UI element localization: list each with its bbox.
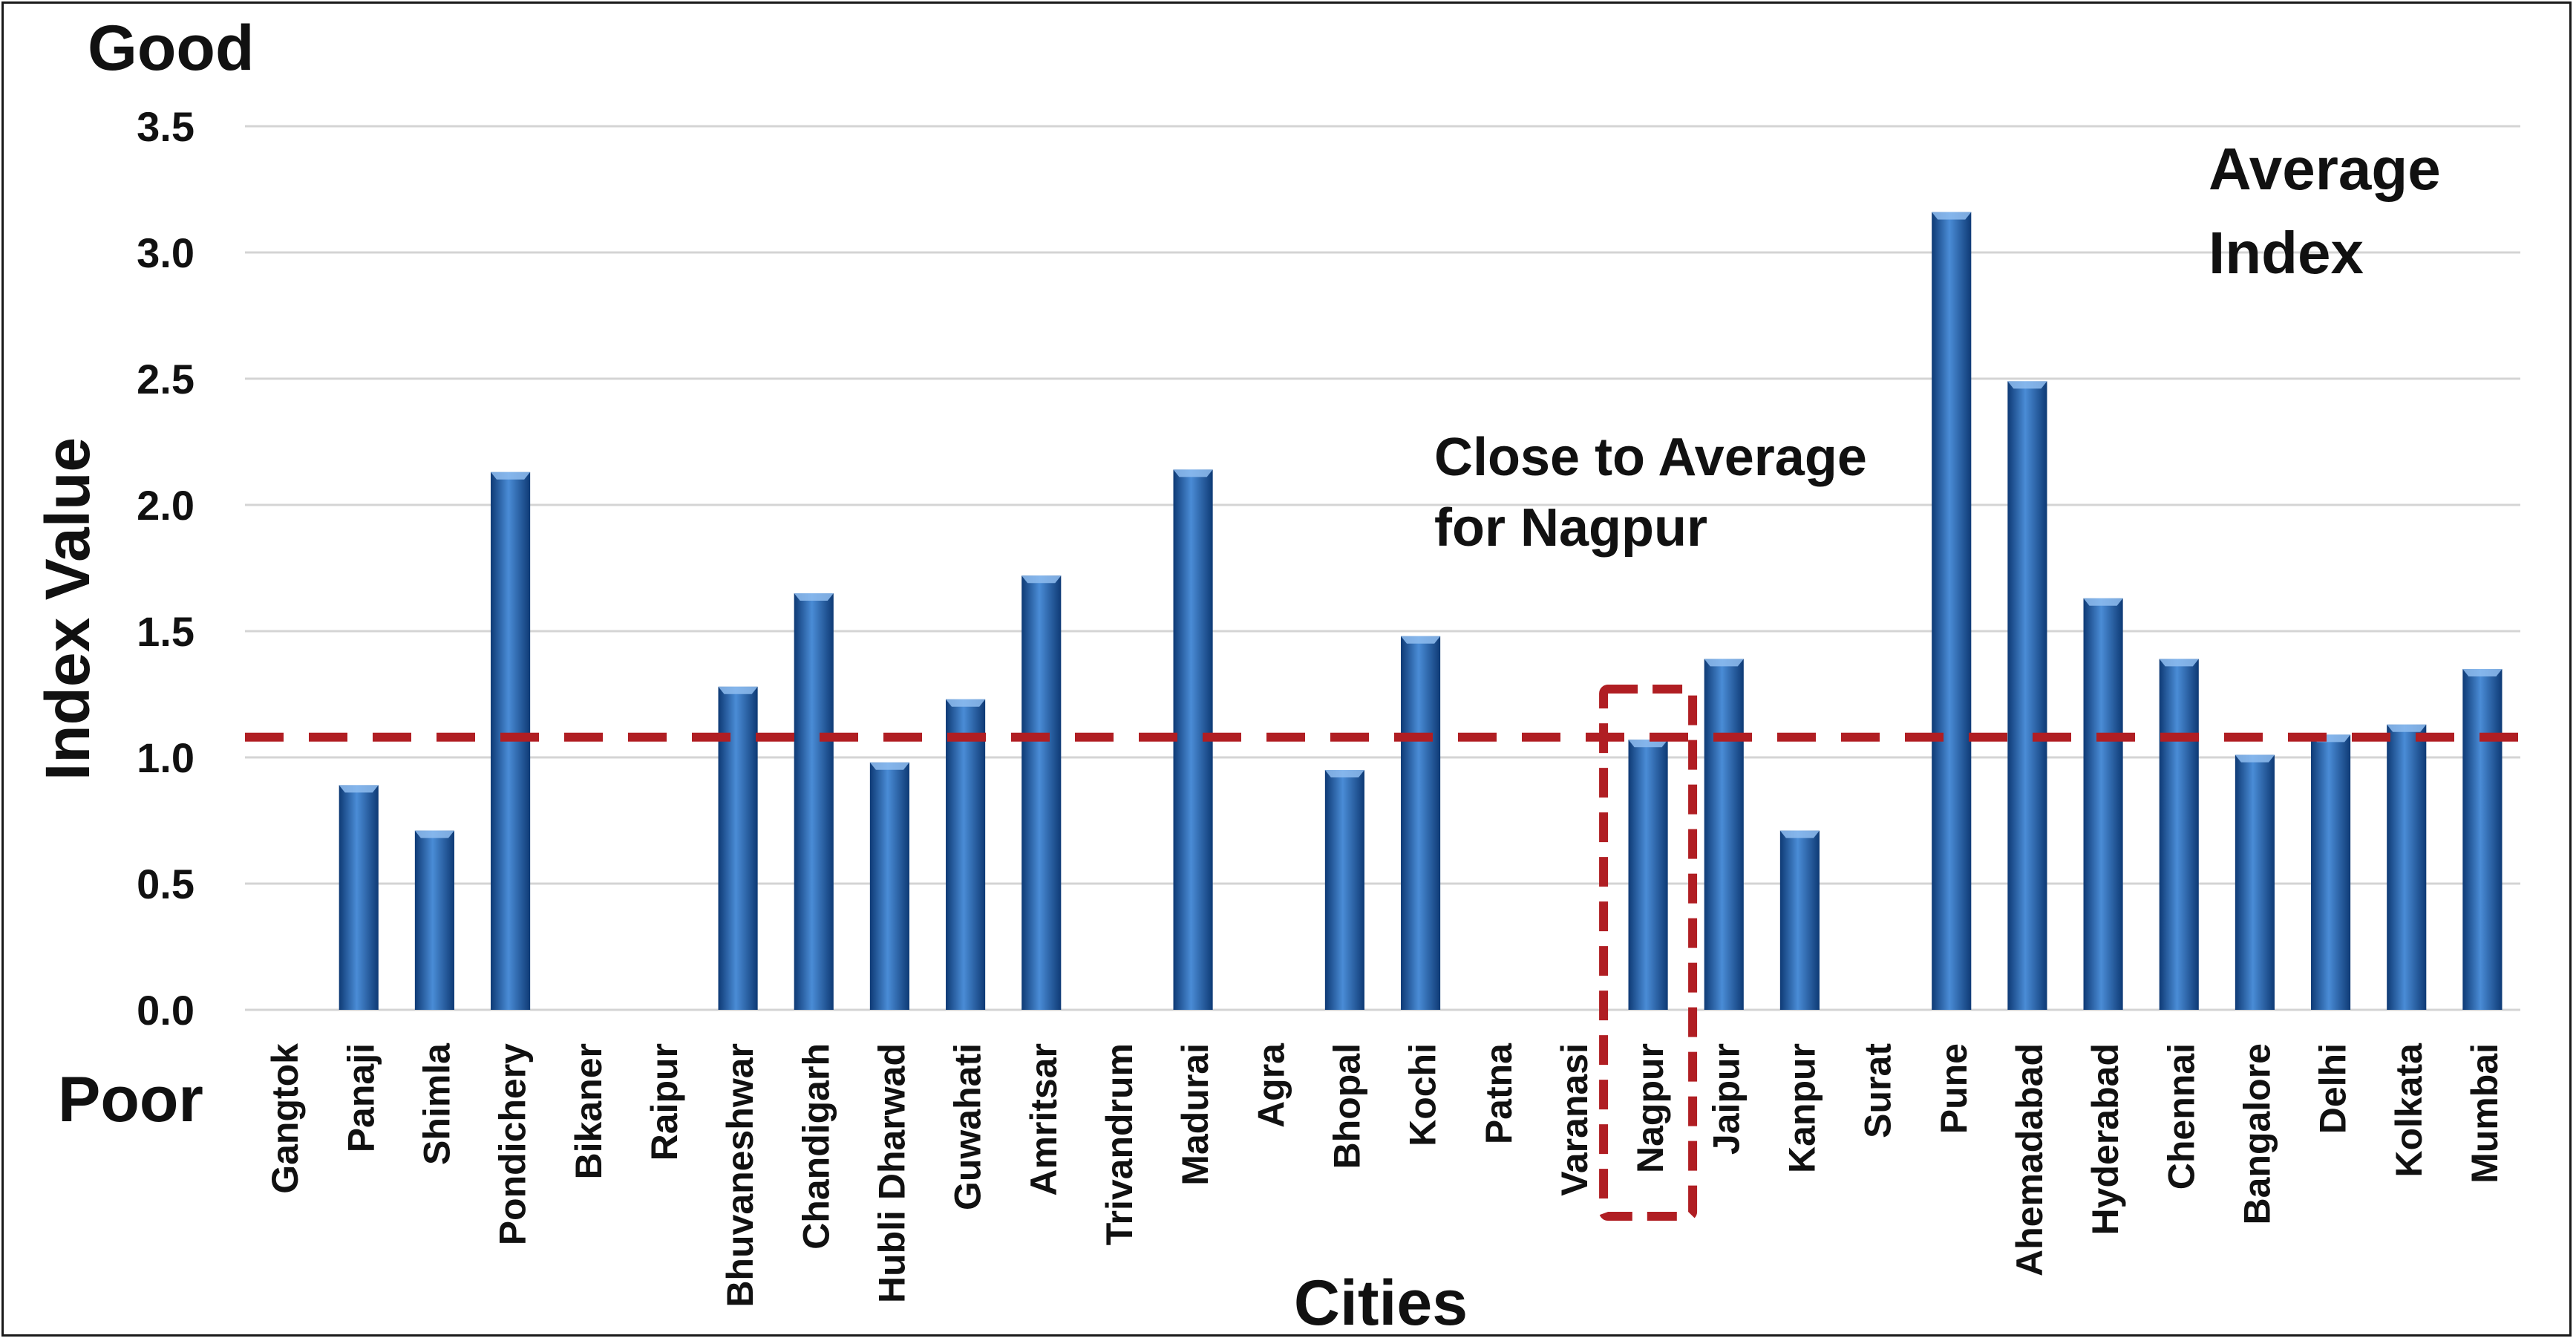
x-tick-label: Chennai xyxy=(2160,1043,2202,1190)
bar-bangalore xyxy=(2235,754,2275,1010)
x-tick-label: Bhuvaneshwar xyxy=(719,1043,761,1308)
x-tick-label: Surat xyxy=(1857,1043,1899,1138)
nagpur-highlight-box xyxy=(1599,685,1698,1221)
bar-pune xyxy=(1932,212,1972,1011)
bar-kochi xyxy=(1401,636,1441,1010)
bar-mumbai xyxy=(2462,669,2503,1010)
y-tick-label: 3.0 xyxy=(137,229,194,276)
bar-delhi xyxy=(2311,734,2351,1010)
average-label-line2: Index xyxy=(2209,220,2364,286)
x-tick-label: Madurai xyxy=(1174,1043,1216,1186)
x-tick-label: Kanpur xyxy=(1781,1043,1823,1173)
x-axis-title: Cities xyxy=(1294,1267,1468,1339)
x-tick-label: Trivandrum xyxy=(1099,1043,1140,1245)
x-tick-label: Hubli Dharwad xyxy=(871,1043,912,1303)
x-tick-label: Agra xyxy=(1250,1043,1292,1128)
bar-cap xyxy=(2235,754,2275,763)
y-tick-label: 0.0 xyxy=(137,987,194,1034)
bar-chandigarh xyxy=(794,593,834,1010)
poor-label: Poor xyxy=(58,1064,203,1135)
bar-kanpur xyxy=(1779,830,1820,1010)
bar-cap xyxy=(2007,381,2047,389)
bar-cap xyxy=(491,472,531,480)
x-tick-label: Kochi xyxy=(1402,1043,1444,1146)
x-tick-label: Bhopal xyxy=(1326,1043,1367,1169)
bar-cap xyxy=(2387,724,2427,732)
x-tick-label: Mumbai xyxy=(2464,1043,2505,1184)
x-tick-label: Chandigarh xyxy=(795,1043,837,1250)
x-tick-label: Guwahati xyxy=(947,1043,989,1210)
bar-cap xyxy=(1173,469,1213,477)
bar-hyderabad xyxy=(2083,598,2123,1010)
bar-amritsar xyxy=(1021,575,1062,1010)
x-tick-label: Gangtok xyxy=(264,1043,306,1194)
bar-nagpur xyxy=(1628,740,1668,1010)
bar-cap xyxy=(1401,636,1441,644)
y-tick-label: 2.0 xyxy=(137,482,194,529)
y-tick-label: 3.5 xyxy=(137,103,194,150)
bars xyxy=(339,212,2503,1011)
x-tick-label: Panaji xyxy=(340,1043,382,1152)
x-tick-label: Delhi xyxy=(2312,1043,2354,1134)
x-tick-label: Amritsar xyxy=(1023,1043,1065,1196)
y-tick-label: 0.5 xyxy=(137,861,194,907)
bar-ahemadabad xyxy=(2007,381,2047,1010)
y-axis-title: Index Value xyxy=(33,437,102,780)
x-tick-label: Pondichery xyxy=(492,1043,534,1245)
x-tick-label: Hyderabad xyxy=(2085,1043,2126,1235)
x-tick-label: Jaipur xyxy=(1705,1043,1747,1155)
average-line-group xyxy=(245,685,2520,1221)
x-tick-label: Shimla xyxy=(416,1043,457,1165)
bar-cap xyxy=(718,686,758,694)
bar-guwahati xyxy=(946,699,986,1010)
bar-cap xyxy=(1324,770,1364,777)
x-tick-label: Raipur xyxy=(644,1043,685,1161)
good-label: Good xyxy=(88,13,255,84)
bar-cap xyxy=(1932,212,1972,220)
bar-cap xyxy=(1021,575,1062,584)
bar-cap xyxy=(2159,659,2199,667)
bar-cap xyxy=(946,699,986,707)
x-tick-label: Patna xyxy=(1478,1043,1520,1144)
bar-jaipur xyxy=(1704,659,1744,1010)
x-tick-label: Ahemadabad xyxy=(2009,1043,2050,1276)
bar-hubli-dharwad xyxy=(869,762,909,1010)
x-tick-label: Bangalore xyxy=(2236,1043,2278,1225)
x-axis-ticks: Gangtok Panaji Shimla Pondichery Bikaner Raip… xyxy=(264,1043,2505,1308)
annotation-line2: for Nagpur xyxy=(1434,498,1707,558)
y-tick-label: 2.5 xyxy=(137,356,194,402)
y-axis-ticks: 0.0 0.5 1.0 1.5 2.0 2.5 3.0 3.5 xyxy=(137,103,194,1034)
bar-shimla xyxy=(414,830,454,1010)
bar-cap xyxy=(2462,669,2503,676)
y-tick-label: 1.0 xyxy=(137,734,194,781)
x-tick-label: Nagpur xyxy=(1629,1043,1671,1173)
y-tick-label: 1.5 xyxy=(137,608,194,655)
x-tick-label: Varanasi xyxy=(1554,1043,1595,1196)
bar-cap xyxy=(339,785,379,793)
bar-panaji xyxy=(339,785,379,1010)
bar-cap xyxy=(2083,598,2123,606)
bar-chennai xyxy=(2159,659,2199,1010)
average-label-line1: Average xyxy=(2209,136,2441,202)
bar-cap xyxy=(794,593,834,601)
bar-kolkata xyxy=(2387,724,2427,1010)
bar-cap xyxy=(414,830,454,838)
x-tick-label: Pune xyxy=(1933,1043,1975,1134)
bar-cap xyxy=(1704,659,1744,667)
gridlines xyxy=(245,125,2520,1011)
bar-cap xyxy=(869,762,909,770)
annotation-line1: Close to Average xyxy=(1434,428,1867,487)
bar-bhopal xyxy=(1324,770,1364,1010)
x-tick-label: Bikaner xyxy=(568,1043,609,1179)
bar-cap xyxy=(1779,830,1820,838)
x-tick-label: Kolkata xyxy=(2388,1043,2430,1178)
